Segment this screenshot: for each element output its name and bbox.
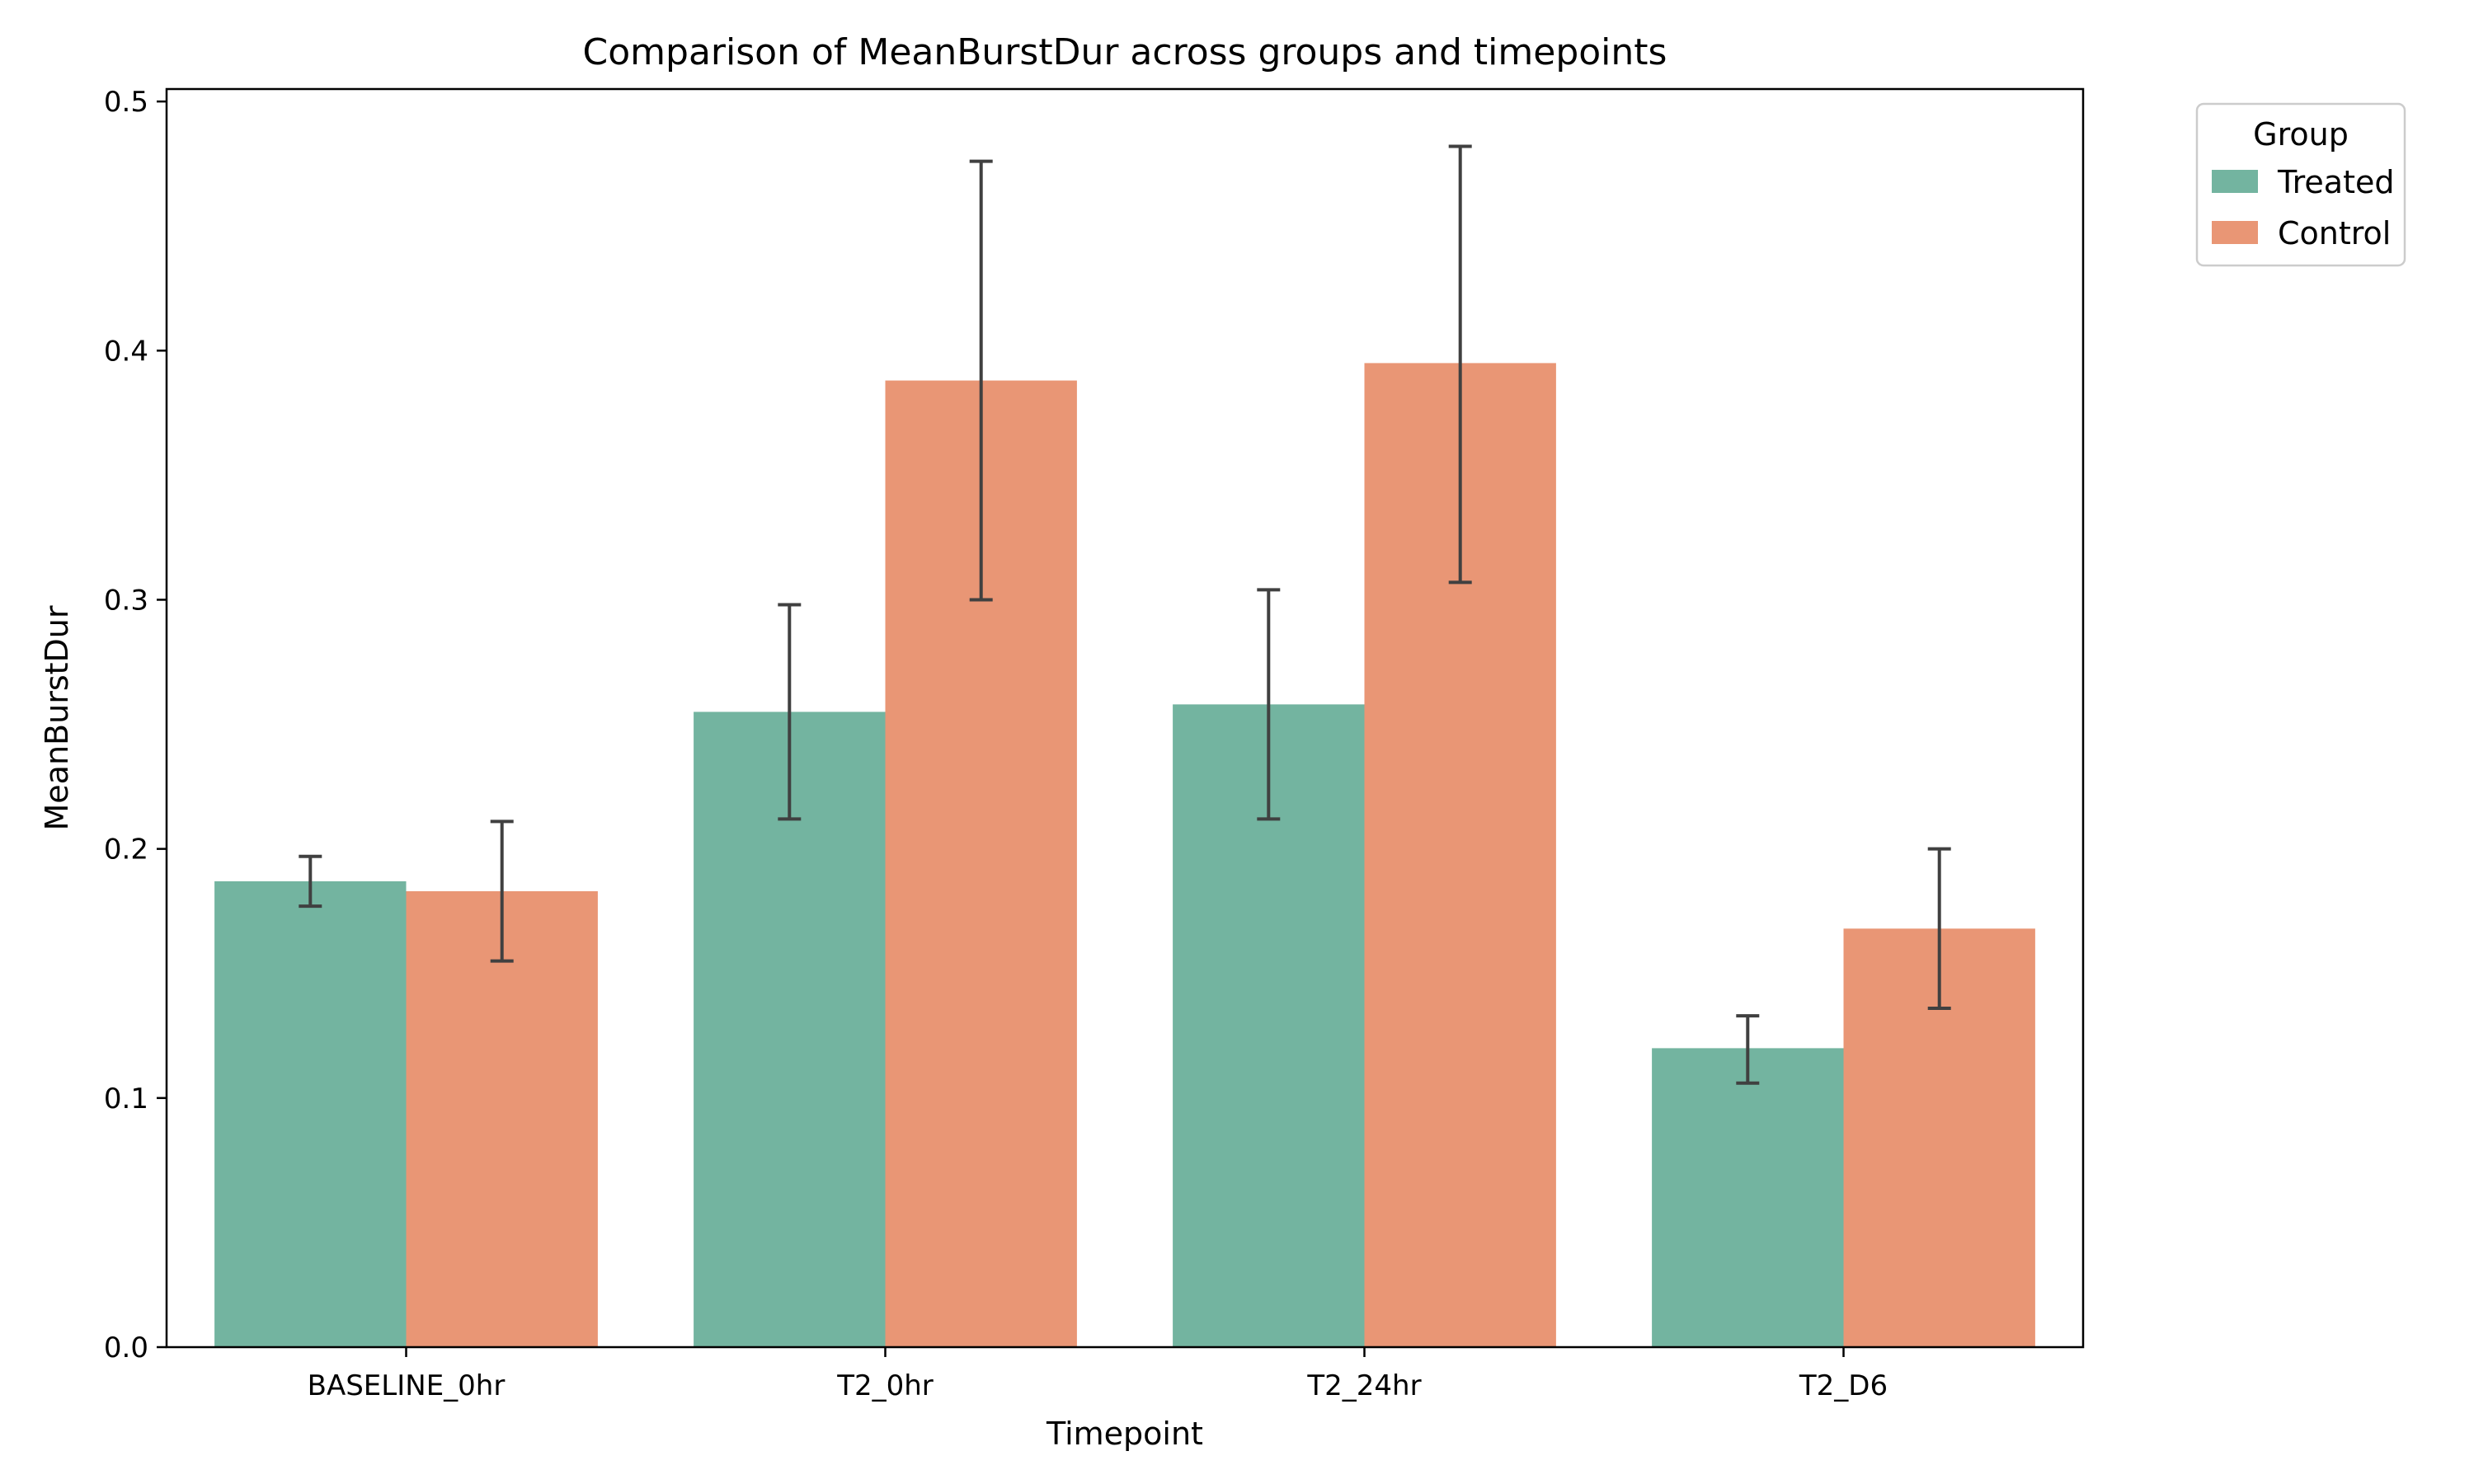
x-tick-label: T2_24hr <box>1306 1369 1421 1402</box>
bar-treated-t2_d6 <box>1652 1048 1844 1347</box>
x-tick-label: T2_0hr <box>836 1369 934 1402</box>
legend-swatch-control <box>2212 221 2258 244</box>
legend-title: Group <box>2253 116 2349 153</box>
legend-label-control: Control <box>2278 215 2391 251</box>
error-bar-control-t2_24hr <box>1448 144 1472 585</box>
error-bar-treated-t2_0hr <box>778 603 802 821</box>
x-tick-label: BASELINE_0hr <box>308 1369 506 1402</box>
y-axis: 0.0 0.1 0.2 0.3 0.4 0.5 <box>104 86 167 1364</box>
x-axis: BASELINE_0hr T2_0hr T2_24hr T2_D6 <box>308 1347 1888 1402</box>
bar-control-baseline_0hr <box>406 891 598 1347</box>
plot-frame <box>165 87 2085 1349</box>
error-bar-control-t2_d6 <box>1927 847 1951 1011</box>
y-tick-label: 0.5 <box>104 86 148 119</box>
legend-swatch-treated <box>2212 170 2258 193</box>
y-tick-label: 0.3 <box>104 584 148 617</box>
y-tick-label: 0.4 <box>104 335 148 368</box>
chart-title: Comparison of MeanBurstDur across groups… <box>583 31 1667 73</box>
y-tick-label: 0.0 <box>104 1331 148 1364</box>
legend-label-treated: Treated <box>2277 164 2394 200</box>
legend: Group Treated Control <box>2195 102 2406 267</box>
legend-items: Treated Control <box>2212 164 2394 251</box>
y-tick-label: 0.2 <box>104 834 148 866</box>
y-axis-label: MeanBurstDur <box>39 605 75 830</box>
error-bar-control-baseline_0hr <box>490 819 514 963</box>
error-bar-treated-baseline_0hr <box>299 854 322 909</box>
error-bar-treated-t2_d6 <box>1736 1014 1760 1085</box>
error-bar-treated-t2_24hr <box>1257 588 1281 821</box>
bar-treated-baseline_0hr <box>214 881 407 1347</box>
bars-layer <box>214 363 2035 1348</box>
x-axis-label: Timepoint <box>1046 1416 1203 1452</box>
x-tick-label: T2_D6 <box>1799 1369 1888 1402</box>
error-bar-control-t2_0hr <box>969 159 993 602</box>
y-tick-label: 0.1 <box>104 1082 148 1115</box>
error-bars-layer <box>299 144 1951 1085</box>
